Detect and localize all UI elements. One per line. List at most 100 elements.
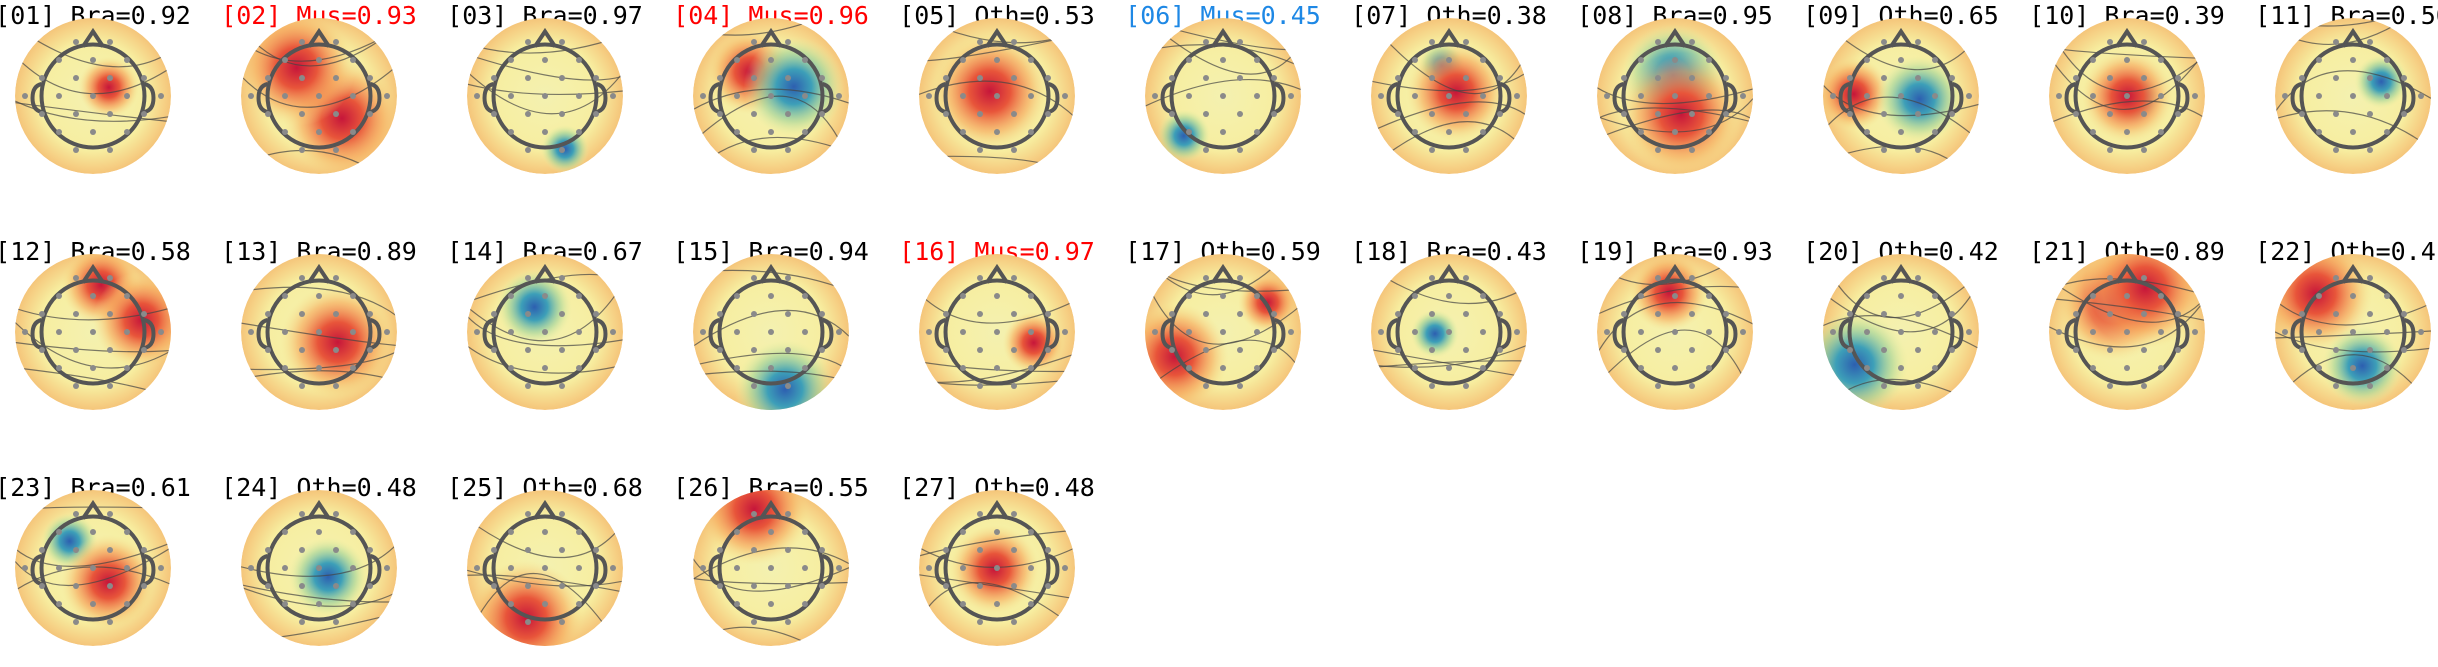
electrode [1220,93,1226,99]
electrode [1271,311,1277,317]
electrode [1028,293,1034,299]
electrode [350,601,356,607]
electrode [1932,93,1938,99]
electrode [73,583,79,589]
left-ear [2290,318,2303,350]
electrode [90,565,96,571]
electrode [1881,347,1887,353]
contour-line [693,352,849,372]
electrode [1689,111,1695,117]
electrode [977,583,983,589]
left-ear [30,554,43,586]
electrode [1237,347,1243,353]
electrode [977,39,983,45]
electrode [491,311,497,317]
electrode [1672,293,1678,299]
electrode [819,583,825,589]
electrode [299,347,305,353]
left-ear [30,82,43,114]
electrode [2124,329,2130,335]
activation-blob [1875,55,1964,143]
right-ear [595,318,608,350]
electrode [1480,365,1486,371]
electrode [1028,329,1034,335]
electrode [1898,129,1904,135]
contour-line [919,34,1075,62]
electrode [2090,365,2096,371]
electrode [1689,275,1695,281]
electrode [2401,111,2407,117]
electrode [1463,311,1469,317]
electrode [2367,75,2373,81]
right-ear [369,318,382,350]
electrode [1706,365,1712,371]
nose [1889,263,1913,284]
electrode [802,529,808,535]
topomap [1597,18,1753,174]
contour-line [2049,50,2205,110]
head-outline [1621,42,1729,150]
electrode [1288,93,1294,99]
electrode [2090,57,2096,63]
electrode [525,347,531,353]
electrode [1045,547,1051,553]
electrode [107,547,113,553]
electrode [508,57,514,63]
head-outline [717,42,825,150]
electrode [559,311,565,317]
contour-line [919,582,1075,629]
head-outline [39,42,147,150]
left-ear [256,318,269,350]
electrode [960,293,966,299]
electrode [2107,75,2113,81]
electrode [1497,111,1503,117]
contour-line [15,102,171,123]
electrode [2401,347,2407,353]
electrode [90,365,96,371]
contour-line [467,518,623,559]
electrode [282,601,288,607]
right-ear [1047,554,1060,586]
electrode [56,93,62,99]
electrode [1429,111,1435,117]
electrode [508,93,514,99]
head-outline [2299,278,2407,386]
electrode [2350,93,2356,99]
electrode [751,511,757,517]
electrode [367,311,373,317]
electrode [1864,365,1870,371]
contour-line [241,543,397,577]
electrode [1028,601,1034,607]
electrode [559,147,565,153]
electrode [107,347,113,353]
electrode [977,383,983,389]
electrode [491,583,497,589]
nose [985,27,1009,48]
electrode [542,57,548,63]
electrode [1169,111,1175,117]
electrode [2107,39,2113,45]
electrode [593,111,599,117]
electrode [1412,57,1418,63]
electrode [1638,365,1644,371]
right-ear [1499,318,1512,350]
electrode [107,75,113,81]
electrode [56,601,62,607]
electrode [1932,329,1938,335]
head-outline [491,42,599,150]
left-ear [2064,318,2077,350]
electrode [559,39,565,45]
nose [1663,263,1687,284]
activation-blob [1238,272,1298,333]
electrode [73,75,79,81]
electrode [333,75,339,81]
nose [2115,263,2139,284]
electrode [542,565,548,571]
electrode [282,93,288,99]
electrode [2107,347,2113,353]
electrode [333,111,339,117]
electrode [1480,329,1486,335]
contour-line [15,55,171,95]
electrode [1011,619,1017,625]
electrode [265,583,271,589]
